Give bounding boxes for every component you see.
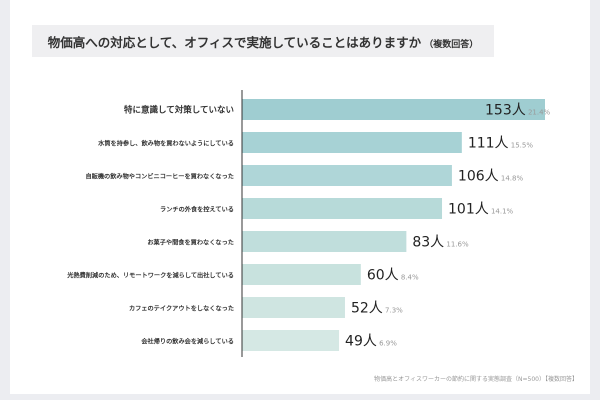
chart-title: 物価高への対応として、オフィスで実施していることはありますか （複数回答） — [48, 32, 478, 51]
bar — [242, 198, 443, 219]
value-count: 153人 — [485, 103, 526, 119]
value-count: 60人 — [367, 268, 399, 284]
value-label: 101人 14.1% — [448, 202, 514, 218]
value-percent: 6.9% — [377, 340, 397, 348]
category-label: カフェのテイクアウトをしなくなった — [129, 305, 234, 313]
category-label: ランチの外食を控えている — [160, 206, 234, 214]
value-label: 83人 11.6% — [412, 235, 469, 251]
value-percent: 14.8% — [499, 175, 524, 183]
value-label: 60人 8.4% — [367, 268, 419, 284]
value-percent: 14.1% — [489, 208, 514, 216]
bar — [242, 99, 545, 120]
value-percent: 11.6% — [444, 241, 469, 249]
category-label: 光熱費削減のため、リモートワークを減らして出社している — [66, 272, 234, 280]
title-text: 物価高への対応として、オフィスで実施していることはありますか — [47, 34, 422, 50]
value-percent: 8.4% — [399, 274, 419, 282]
value-percent: 21.4% — [526, 109, 551, 117]
value-percent: 7.3% — [383, 307, 403, 315]
source-note: 物価高とオフィスワーカーの節約に関する実態調査（N=500）【複数回答】 — [374, 376, 578, 383]
value-count: 52人 — [351, 301, 383, 317]
value-label: 106人 14.8% — [458, 169, 524, 185]
bar — [242, 297, 345, 318]
category-label: お菓子や間食を買わなくなった — [147, 239, 234, 247]
value-label: 111人 15.5% — [468, 136, 534, 152]
category-label: 特に意識して対策していない — [124, 105, 234, 116]
category-label: 自販機の飲み物やコンビニコーヒーを買わなくなった — [86, 173, 235, 181]
value-percent: 15.5% — [509, 142, 534, 150]
value-count: 101人 — [448, 202, 489, 218]
bar — [242, 231, 407, 252]
bar — [242, 264, 361, 285]
value-count: 49人 — [345, 334, 377, 350]
bar — [242, 132, 462, 153]
bar — [242, 330, 340, 351]
value-count: 106人 — [458, 169, 499, 185]
title-note: （複数回答） — [424, 39, 479, 50]
value-count: 111人 — [468, 136, 509, 152]
title-band: 物価高への対応として、オフィスで実施していることはありますか （複数回答） — [32, 25, 494, 57]
category-label: 会社帰りの飲み会を減らしている — [141, 338, 234, 346]
value-label: 52人 7.3% — [351, 301, 403, 317]
value-label: 49人 6.9% — [345, 334, 397, 350]
category-label: 水筒を持参し、飲み物を買わないようにしている — [98, 140, 234, 148]
bar — [242, 165, 452, 186]
value-label: 153人 21.4% — [485, 103, 551, 119]
value-count: 83人 — [412, 235, 444, 251]
chart-card — [10, 0, 590, 394]
